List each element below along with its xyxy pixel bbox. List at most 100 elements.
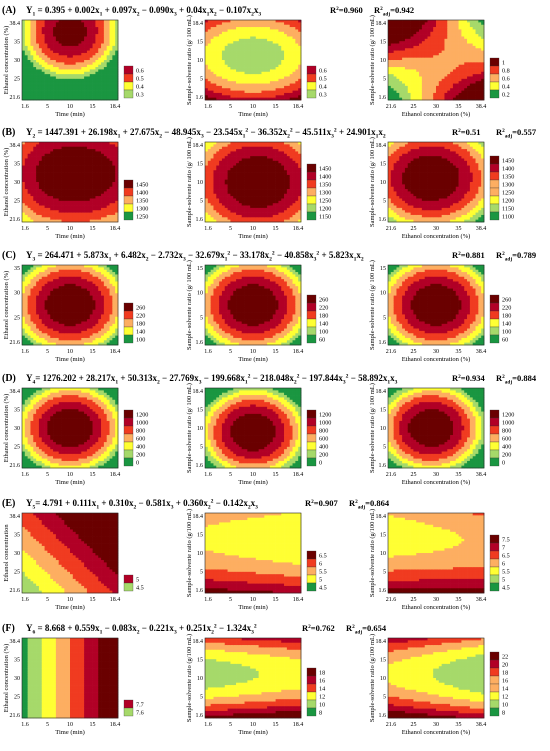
- legend-swatch: [490, 335, 499, 343]
- legend-swatch: [307, 164, 316, 172]
- legend-swatch: [124, 708, 133, 716]
- x-tick-label: 1.6: [204, 226, 212, 232]
- legend-swatch: [124, 303, 133, 311]
- y-tick-label: 1.6: [379, 340, 387, 346]
- legend-label: 1250: [319, 198, 331, 205]
- legend-swatch: [490, 583, 499, 591]
- legend-swatch: [307, 410, 316, 418]
- legend-label: 1200: [319, 206, 331, 213]
- x-tick-label: 5: [46, 472, 49, 478]
- legend-label: 14: [319, 686, 325, 693]
- y-tick-label: 5: [383, 77, 386, 83]
- row-label: (E): [2, 498, 15, 509]
- x-tick-label: 10: [67, 226, 73, 232]
- legend-label: 140: [136, 329, 145, 336]
- x-tick-label: 1.6: [204, 349, 212, 355]
- legend-swatch: [490, 434, 499, 442]
- x-tick-label: 10: [67, 472, 73, 478]
- y-tick-label: 15: [380, 533, 386, 539]
- y-tick-label: 38.4: [10, 143, 21, 149]
- legend-label: 16: [502, 678, 508, 685]
- y-tick-label: 15: [197, 533, 203, 539]
- x-axis-label: Time (min): [55, 729, 85, 736]
- legend-label: 1250: [502, 190, 514, 197]
- legend-swatch: [307, 196, 316, 204]
- contour-panel-1: Ethanol concentration (%)38.435302521.61…: [3, 20, 144, 118]
- legend-label: 1450: [136, 182, 148, 189]
- legend-label: 60: [319, 337, 325, 344]
- legend-label: 220: [319, 305, 328, 312]
- x-tick-label: 15: [273, 472, 279, 478]
- legend-label: 1400: [502, 166, 514, 173]
- legend-label: 12: [319, 694, 325, 701]
- y-tick-label: 30: [14, 58, 20, 64]
- legend-swatch: [490, 450, 499, 458]
- legend-swatch: [124, 204, 133, 212]
- legend-swatch: [307, 303, 316, 311]
- legend-swatch: [490, 543, 499, 551]
- legend-label: 4.5: [136, 585, 144, 592]
- legend-label: 1400: [319, 174, 331, 181]
- x-tick-label: 1.6: [21, 472, 29, 478]
- y-tick-label: 38.4: [10, 389, 21, 395]
- y-tick-label: 5: [200, 199, 203, 205]
- x-tick-label: 10: [250, 104, 256, 110]
- y-axis-label: Sample-solvente ratio (g/ 100 mL): [186, 137, 193, 227]
- legend-label: 7.5: [502, 537, 510, 544]
- y-tick-label: 25: [14, 315, 20, 321]
- x-tick-label: 35: [456, 722, 462, 728]
- legend-label: 600: [502, 436, 511, 443]
- legend-swatch: [490, 172, 499, 180]
- legend-label: 16: [319, 678, 325, 685]
- y-tick-label: 21.6: [10, 340, 21, 346]
- y-tick-label: 10: [197, 676, 203, 682]
- y-tick-label: 15: [197, 162, 203, 168]
- legend-swatch: [307, 335, 316, 343]
- model-equation: Y3 = 264.471 + 5.873x1 + 6.482x2 − 2.732…: [26, 250, 364, 263]
- x-tick-label: 21.6: [386, 722, 397, 728]
- legend-label: 8: [319, 710, 322, 717]
- x-tick-label: 15: [90, 722, 96, 728]
- x-tick-label: 10: [67, 349, 73, 355]
- x-tick-label: 18.4: [110, 349, 121, 355]
- legend-label: 200: [136, 452, 145, 459]
- y-axis-label: Sample-solvente ratio (g/100 mL): [186, 634, 193, 722]
- x-tick-label: 18.4: [293, 597, 304, 603]
- legend-label: 0.3: [319, 92, 327, 99]
- legend-label: 7.7: [136, 702, 144, 709]
- r-squared-adjusted: R2adj=0.864: [349, 498, 390, 510]
- legend-label: 4.5: [502, 585, 510, 592]
- legend-swatch: [307, 90, 316, 98]
- y-tick-label: 21.6: [10, 95, 21, 101]
- legend-label: 1200: [502, 412, 514, 419]
- y-tick-label: 15: [380, 40, 386, 46]
- y-tick-label: 5: [383, 695, 386, 701]
- legend-label: 260: [502, 297, 511, 304]
- x-axis-label: Time (min): [238, 233, 268, 240]
- legend-label: 1250: [136, 214, 148, 221]
- y-tick-label: 1.6: [379, 217, 387, 223]
- x-tick-label: 25: [411, 349, 417, 355]
- y-tick-label: 18.4: [193, 21, 204, 27]
- x-tick-label: 25: [411, 104, 417, 110]
- y-tick-label: 18.4: [376, 21, 387, 27]
- x-tick-label: 5: [46, 722, 49, 728]
- y-axis-label: Ethanol concentration (%): [3, 26, 10, 95]
- contour-panel-2: Sample-solvente ratio (g/ 100 mL) 18.4151…: [186, 383, 331, 486]
- legend-label: 200: [502, 452, 511, 459]
- x-tick-label: 18.4: [110, 104, 121, 110]
- legend-label: 1350: [136, 198, 148, 205]
- legend-label: 4.5: [319, 585, 327, 592]
- legend-label: 260: [136, 305, 145, 312]
- legend-label: 5: [136, 577, 139, 584]
- legend-swatch: [490, 418, 499, 426]
- y-tick-label: 18.4: [376, 639, 387, 645]
- y-tick-label: 15: [380, 658, 386, 664]
- y-axis-label: Sample-solvente ratio (g/100 mL): [369, 634, 376, 722]
- legend-label: 0.4: [136, 84, 144, 91]
- y-tick-label: 21.6: [10, 463, 21, 469]
- y-tick-label: 10: [380, 58, 386, 64]
- legend-swatch: [124, 700, 133, 708]
- legend-label: 400: [502, 444, 511, 451]
